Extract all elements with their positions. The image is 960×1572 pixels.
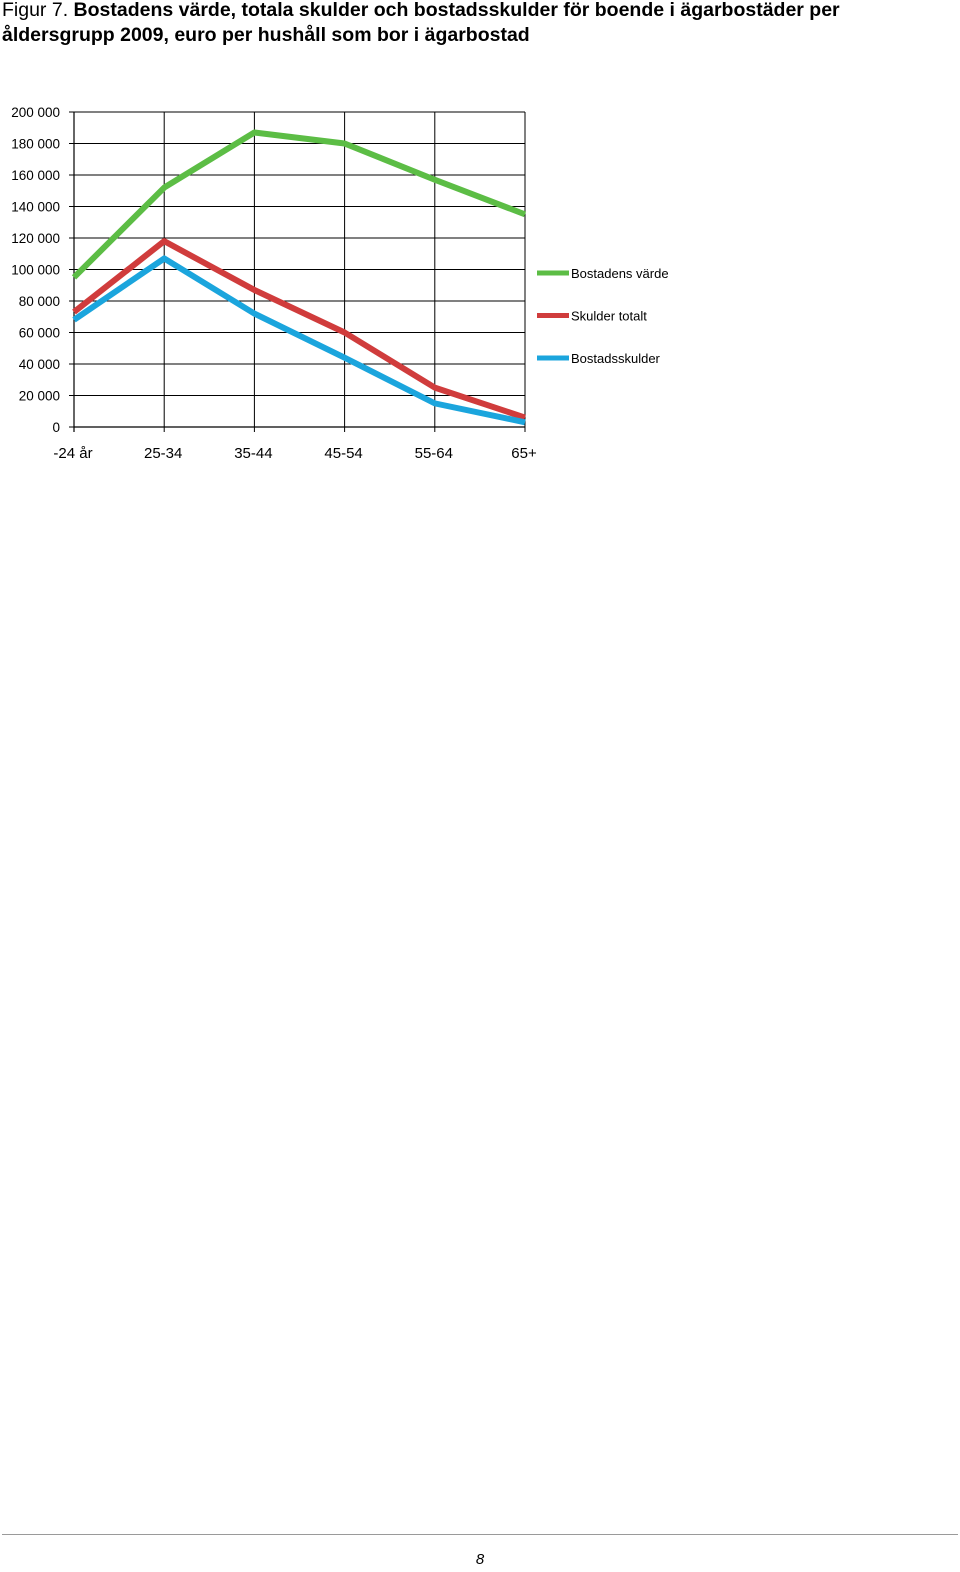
figure-title: Bostadens värde, totala skulder och bost… — [2, 0, 840, 46]
legend-label: Bostadsskulder — [571, 351, 661, 366]
y-tick-label: 60 000 — [19, 326, 60, 341]
line-chart: 0 20 000 40 000 60 000 80 000 100 000 120 000 1… — [11, 105, 669, 462]
x-tick-label: 65+ — [511, 445, 537, 462]
series-line — [72, 255, 526, 426]
x-tick-label: 45-54 — [324, 445, 362, 462]
x-tick-label: 35-44 — [234, 445, 272, 462]
y-tick-label: 200 000 — [11, 105, 60, 120]
y-tick-label: 20 000 — [19, 389, 60, 404]
axes — [73, 112, 525, 432]
page-number: 8 — [475, 1551, 485, 1568]
y-tick-label: 80 000 — [19, 294, 60, 309]
series-line — [71, 129, 527, 280]
grid — [74, 111, 526, 427]
footer-divider — [2, 1534, 958, 1535]
x-tick-label: 55-64 — [415, 445, 453, 462]
legend-label: Skulder totalt — [571, 309, 647, 324]
y-tick-label: 180 000 — [11, 137, 60, 152]
x-tick-label: 25-34 — [144, 445, 182, 462]
x-axis-ticks: -24 år 25-34 35-44 45-54 55-64 65+ — [53, 427, 537, 462]
y-tick-label: 40 000 — [19, 357, 60, 372]
figure-caption: Figur 7. Bostadens värde, totala skulder… — [2, 0, 952, 48]
y-tick-label: 160 000 — [11, 168, 60, 183]
legend: Bostadens värde Skulder totalt Bostadsskul… — [537, 266, 669, 366]
y-tick-label: 100 000 — [11, 263, 60, 278]
y-tick-label: 120 000 — [11, 231, 60, 246]
x-tick-label: -24 år — [53, 445, 92, 462]
y-axis-ticks: 0 20 000 40 000 60 000 80 000 100 000 120 000 1… — [11, 105, 74, 435]
y-tick-label: 0 — [52, 420, 60, 435]
series-lines — [71, 129, 527, 426]
figure-label: Figur 7. — [2, 0, 69, 21]
legend-label: Bostadens värde — [571, 266, 669, 281]
y-tick-label: 140 000 — [11, 200, 60, 215]
series-line — [72, 238, 526, 421]
